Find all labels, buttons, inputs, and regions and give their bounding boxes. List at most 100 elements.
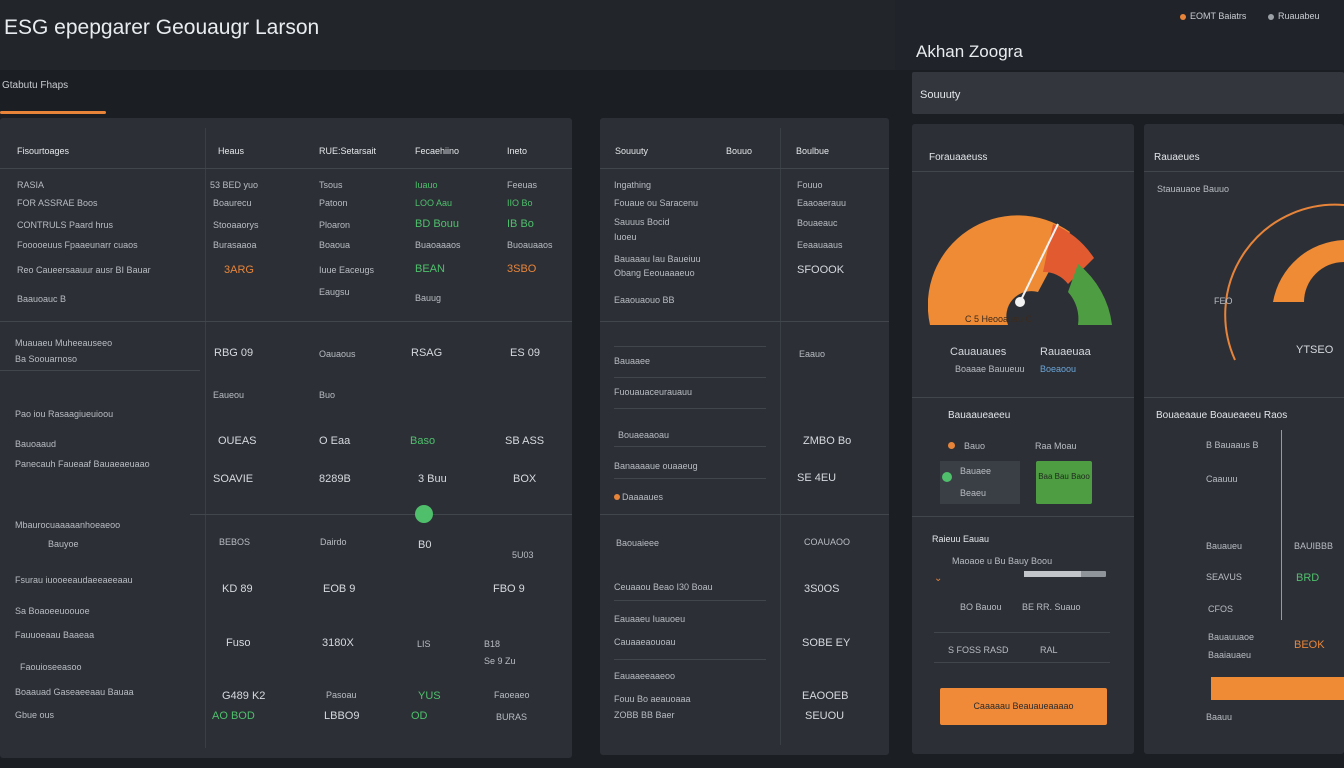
row-label: Caauuu xyxy=(1206,474,1238,484)
row-label: BO Bauou xyxy=(960,602,1002,612)
cell: Eaauo xyxy=(799,349,826,359)
divider xyxy=(614,600,766,601)
table-header[interactable]: Bouuo xyxy=(726,146,753,156)
gauge-legend-1: Cauauaues xyxy=(950,346,1007,358)
table-header[interactable]: Ineto xyxy=(507,146,528,156)
cell: AO BOD xyxy=(212,710,255,722)
divider xyxy=(614,346,766,347)
row-label: Bauaaee xyxy=(614,356,651,366)
highlight-value: 3ARG xyxy=(224,264,254,276)
row-label: Bauauuaoe xyxy=(1208,632,1255,642)
active-tab-indicator xyxy=(0,111,106,114)
row-label: S FOSS RASD xyxy=(948,645,1009,655)
progress-fill xyxy=(1024,571,1082,577)
cell: Patoon xyxy=(319,198,348,208)
cell: ZMBO Bo xyxy=(803,435,852,447)
right-card-title: Rauaeues xyxy=(1154,152,1200,163)
right-card-subtitle: Stauauaoe Bauuo xyxy=(1157,184,1230,194)
card-title: Bauaaueaeeu xyxy=(948,410,1011,421)
cell: IB Bo xyxy=(507,218,534,230)
middle-table-panel xyxy=(600,118,889,755)
divider xyxy=(1144,171,1344,172)
divider xyxy=(600,514,889,515)
column-divider xyxy=(780,128,781,745)
divider xyxy=(614,478,766,479)
row-label: Maoaoe u Bu Bauy Boou xyxy=(952,556,1053,566)
top-link-2[interactable]: Ruauabeu xyxy=(1268,11,1320,21)
cell: Faoeaeo xyxy=(494,690,530,700)
divider xyxy=(0,321,572,322)
row-label: Ba Soouarnoso xyxy=(15,354,78,364)
status-box[interactable]: Baa Bau Baoo xyxy=(1036,461,1092,504)
cell: G489 K2 xyxy=(222,690,266,702)
row-label: Bauoaaud xyxy=(15,439,57,449)
section-header-bar xyxy=(912,72,1344,114)
cell: OUEAS xyxy=(218,435,257,447)
row-label: Faouioseeasoo xyxy=(20,662,82,672)
cell: LIS xyxy=(417,639,431,649)
row-value: BEOK xyxy=(1294,639,1325,651)
status-dot-icon xyxy=(614,494,620,500)
page-subtitle: Gtabutu Fhaps xyxy=(2,80,69,91)
row-label: Daaaaues xyxy=(622,492,664,502)
card-title: Raieuu Eauau xyxy=(932,534,990,544)
primary-action-button[interactable]: Caaaaau Beauaueaaaao xyxy=(940,688,1107,725)
divider xyxy=(600,321,889,322)
divider xyxy=(614,408,766,409)
cell: BD Bouu xyxy=(415,218,460,230)
cell: 5U03 xyxy=(512,550,534,560)
cell: Fuso xyxy=(226,637,251,649)
cell: IIO Bo xyxy=(507,198,533,208)
top-link-1[interactable]: EOMT Baiatrs xyxy=(1180,11,1246,21)
cell: Eaueou xyxy=(213,390,245,400)
row-label: RASIA xyxy=(17,180,45,190)
cell: Feeuas xyxy=(507,180,538,190)
cell: LOO Aau xyxy=(415,198,453,208)
user-name: Akhan Zoogra xyxy=(916,42,1023,61)
row-label: B Bauaaus B xyxy=(1206,440,1259,450)
row-label: Fauuoeaau Baaeaa xyxy=(15,630,95,640)
table-header[interactable]: Fecaehiino xyxy=(415,146,460,156)
row-label: Sauuus Bocid xyxy=(614,217,670,227)
row-label: Fsurau iuooeeaudaeeaeeaau xyxy=(15,575,133,585)
row-label: Pao iou Rasaagiueuioou xyxy=(15,409,114,419)
right-card xyxy=(1144,124,1344,754)
cell: BEBOS xyxy=(219,537,251,547)
gauge-green-segment xyxy=(1068,264,1112,325)
row-label: Bauaueu xyxy=(1206,541,1243,551)
table-header[interactable]: RUE:Setarsait xyxy=(319,146,377,156)
row-label: Baaiauaeu xyxy=(1208,650,1252,660)
cell: Pasoau xyxy=(326,690,357,700)
row-label: Beaeu xyxy=(960,488,987,498)
cell: SOAVIE xyxy=(213,473,254,485)
green-slider-handle[interactable] xyxy=(415,505,433,523)
row-label: CFOS xyxy=(1208,604,1234,614)
cell: Eaaoaerauu xyxy=(797,198,847,208)
table-header[interactable]: Souuuty xyxy=(615,146,649,156)
table-header[interactable]: Boulbue xyxy=(796,146,830,156)
cell: SE 4EU xyxy=(797,472,837,484)
row-label: Muauaeu Muheeauseeo xyxy=(15,338,113,348)
cell: SOBE EY xyxy=(802,637,851,649)
orange-dot-icon xyxy=(1180,13,1186,20)
cell: Dairdo xyxy=(320,537,347,547)
row-label: Iuoeu xyxy=(614,232,637,242)
cell: BOX xyxy=(513,473,537,485)
cell: Iuauo xyxy=(415,180,438,190)
cell: YUS xyxy=(418,690,441,702)
divider xyxy=(912,397,1134,398)
cell: ES 09 xyxy=(510,347,540,359)
table-header[interactable]: Fisourtoages xyxy=(17,146,70,156)
table-header[interactable]: Heaus xyxy=(218,146,245,156)
cell: O Eaa xyxy=(319,435,351,447)
cell: Fouuo xyxy=(797,180,823,190)
app-title: ESG epepgarer Geouaugr Larson xyxy=(4,16,320,39)
cell: Eaugsu xyxy=(319,287,350,297)
row-label: ZOBB BB Baer xyxy=(614,710,675,720)
cell: Boaurecu xyxy=(213,198,252,208)
gauge-chart xyxy=(928,215,1112,325)
row-label: Sa Boaoeeuoouoe xyxy=(15,606,90,616)
top-link-2-label: Ruauabeu xyxy=(1278,11,1320,21)
row-label: Reo Caueersaauur ausr BI Bauar xyxy=(17,265,151,275)
section-header-title: Souuuty xyxy=(920,89,961,101)
